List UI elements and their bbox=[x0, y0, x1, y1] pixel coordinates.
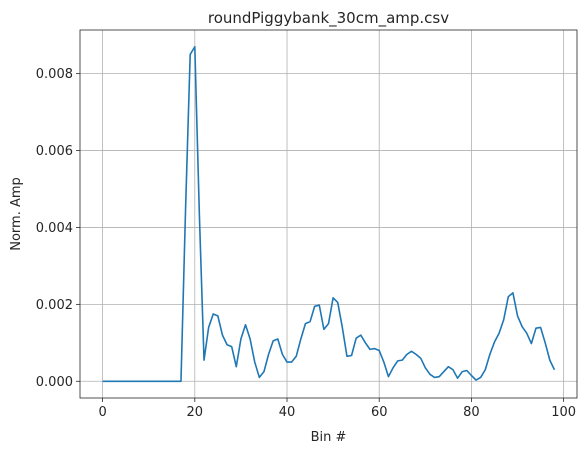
x-tick-label: 0 bbox=[98, 405, 106, 420]
series-line bbox=[102, 45, 556, 383]
plot-area bbox=[80, 30, 577, 398]
ticks: 0 20 40 60 80 100 0.000 0.002 0.004 0.006 0.008 bbox=[36, 67, 576, 420]
y-tick-label: 0.006 bbox=[36, 144, 73, 159]
grid bbox=[80, 30, 577, 398]
y-tick-label: 0.004 bbox=[36, 221, 73, 236]
series-group bbox=[102, 45, 556, 383]
plot-frame bbox=[79, 29, 578, 399]
y-tick-label: 0.008 bbox=[36, 67, 73, 82]
y-tick-label: 0.002 bbox=[36, 298, 73, 313]
y-tick-label: 0.000 bbox=[36, 375, 73, 390]
x-tick-label: 40 bbox=[279, 405, 296, 420]
x-axis-label: Bin # bbox=[311, 430, 347, 445]
x-tick-label: 100 bbox=[551, 405, 576, 420]
y-axis-label: Norm. Amp bbox=[9, 177, 24, 251]
x-tick-label: 60 bbox=[371, 405, 388, 420]
chart-title: roundPiggybank_30cm_amp.csv bbox=[208, 9, 449, 28]
x-tick-label: 80 bbox=[463, 405, 480, 420]
x-tick-label: 20 bbox=[187, 405, 204, 420]
